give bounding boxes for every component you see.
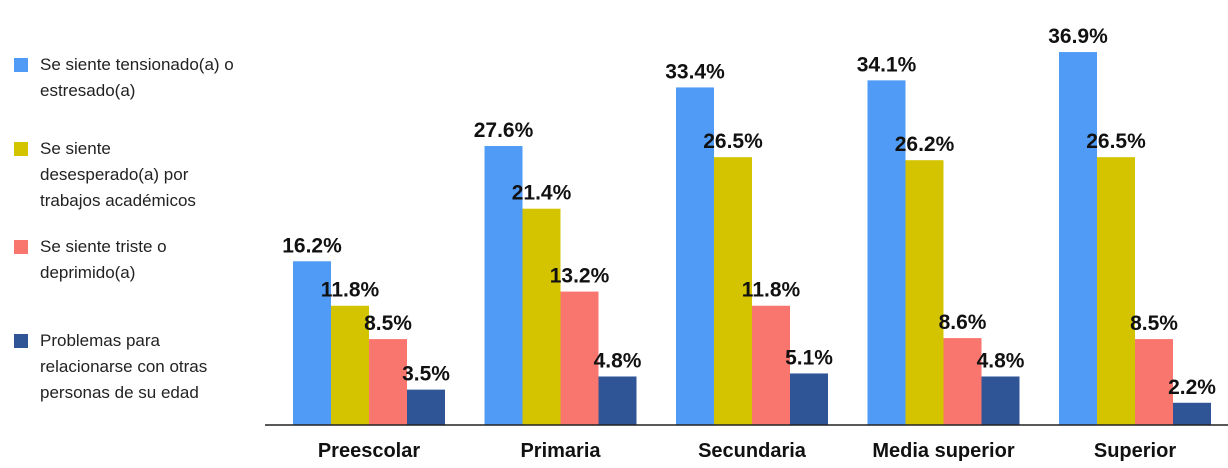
- chart-legend: Se siente tensionado(a) o estresado(a) Se …: [0, 0, 270, 468]
- data-label: 5.1%: [785, 346, 833, 369]
- bar: [1173, 402, 1211, 425]
- x-tick-label: Secundaria: [698, 440, 807, 462]
- bar: [331, 305, 369, 425]
- legend-label-line: deprimido(a): [40, 263, 136, 282]
- legend-swatch: [14, 240, 28, 254]
- data-label: 8.6%: [939, 311, 987, 334]
- data-label: 11.8%: [742, 279, 801, 302]
- bar: [790, 373, 828, 425]
- legend-label-line: Se siente triste o: [40, 237, 167, 256]
- bar: [1097, 157, 1135, 425]
- bar: [752, 305, 790, 425]
- bar: [1135, 339, 1173, 425]
- data-label: 3.5%: [402, 363, 450, 386]
- bar: [867, 80, 906, 425]
- data-label: 27.6%: [474, 119, 534, 142]
- bar: [560, 291, 599, 425]
- bar: [714, 157, 752, 425]
- x-tick-label: Superior: [1094, 440, 1176, 462]
- data-label: 11.8%: [321, 279, 380, 302]
- legend-label-line: Se siente: [40, 139, 111, 158]
- bar: [676, 87, 714, 426]
- bar: [943, 338, 982, 425]
- legend-label: Se siente desesperado(a) por trabajos acad…: [40, 136, 266, 214]
- data-label: 2.2%: [1168, 376, 1216, 399]
- data-label: 16.2%: [282, 234, 342, 257]
- legend-label: Se siente triste o deprimido(a): [40, 234, 266, 286]
- legend-label: Problemas para relacionarse con otras pers…: [40, 328, 266, 406]
- legend-label-line: estresado(a): [40, 81, 136, 100]
- data-label: 26.2%: [895, 133, 955, 156]
- legend-label: Se siente tensionado(a) o estresado(a): [40, 52, 266, 104]
- data-label: 34.1%: [857, 53, 917, 76]
- bar: [484, 146, 523, 425]
- x-tick-label: Preescolar: [318, 440, 421, 462]
- data-label: 33.4%: [665, 60, 725, 83]
- legend-label-line: Problemas para: [40, 331, 161, 350]
- legend-swatch: [14, 142, 28, 156]
- x-tick-label: Primaria: [520, 440, 601, 462]
- bar: [1059, 52, 1097, 426]
- x-tick-label: Media superior: [872, 440, 1014, 462]
- data-label: 13.2%: [550, 265, 610, 288]
- data-label: 26.5%: [703, 130, 763, 153]
- legend-label-line: relacionarse con otras: [40, 357, 208, 376]
- bar: [407, 389, 445, 425]
- data-label: 26.5%: [1086, 130, 1146, 153]
- bar: [981, 376, 1020, 425]
- bar: [522, 208, 561, 425]
- legend-label-line: trabajos académicos: [40, 191, 196, 210]
- bar: [369, 339, 407, 425]
- data-label: 36.9%: [1048, 25, 1108, 48]
- bar: [598, 376, 637, 425]
- data-label: 8.5%: [1130, 312, 1178, 335]
- data-label: 8.5%: [364, 312, 412, 335]
- bar: [905, 160, 944, 426]
- data-label: 4.8%: [594, 349, 642, 372]
- bar: [293, 261, 331, 425]
- legend-label-line: Se siente tensionado(a) o: [40, 55, 234, 74]
- legend-swatch: [14, 58, 28, 72]
- data-label: 4.8%: [977, 349, 1025, 372]
- legend-label-line: personas de su edad: [40, 383, 199, 402]
- legend-label-line: desesperado(a) por: [40, 165, 189, 184]
- legend-swatch: [14, 334, 28, 348]
- data-label: 21.4%: [512, 182, 572, 205]
